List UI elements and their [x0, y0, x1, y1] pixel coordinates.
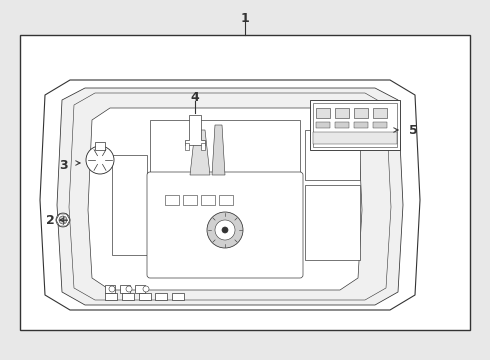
Polygon shape [40, 80, 420, 310]
Text: 1: 1 [241, 12, 249, 24]
Circle shape [86, 146, 114, 174]
Circle shape [56, 213, 70, 227]
Polygon shape [201, 143, 205, 150]
FancyBboxPatch shape [112, 155, 147, 255]
FancyBboxPatch shape [373, 108, 387, 118]
Polygon shape [190, 130, 210, 175]
Polygon shape [185, 115, 205, 145]
FancyBboxPatch shape [120, 285, 130, 293]
FancyBboxPatch shape [316, 108, 330, 118]
Circle shape [143, 286, 149, 292]
Circle shape [109, 286, 115, 292]
FancyBboxPatch shape [183, 195, 197, 205]
FancyBboxPatch shape [20, 35, 470, 330]
Polygon shape [185, 143, 189, 150]
FancyBboxPatch shape [313, 103, 397, 147]
FancyBboxPatch shape [305, 130, 360, 180]
Polygon shape [212, 125, 225, 175]
FancyBboxPatch shape [201, 195, 215, 205]
Polygon shape [88, 108, 362, 290]
Text: 4: 4 [191, 90, 199, 104]
FancyBboxPatch shape [373, 122, 387, 128]
FancyBboxPatch shape [335, 108, 349, 118]
FancyBboxPatch shape [122, 293, 134, 300]
FancyBboxPatch shape [354, 108, 368, 118]
FancyBboxPatch shape [147, 172, 303, 278]
FancyBboxPatch shape [335, 122, 349, 128]
FancyBboxPatch shape [150, 120, 300, 175]
FancyBboxPatch shape [305, 185, 360, 260]
FancyBboxPatch shape [219, 195, 233, 205]
Circle shape [215, 220, 235, 240]
FancyBboxPatch shape [310, 100, 400, 150]
FancyBboxPatch shape [95, 142, 105, 150]
FancyBboxPatch shape [139, 293, 151, 300]
Circle shape [126, 286, 132, 292]
Text: 2: 2 [46, 213, 54, 226]
Circle shape [207, 212, 243, 248]
Polygon shape [57, 88, 403, 305]
Circle shape [222, 227, 228, 233]
FancyBboxPatch shape [354, 122, 368, 128]
FancyBboxPatch shape [105, 293, 117, 300]
FancyBboxPatch shape [155, 293, 167, 300]
Circle shape [59, 216, 67, 224]
Text: 3: 3 [59, 158, 67, 171]
FancyBboxPatch shape [316, 122, 330, 128]
Text: 5: 5 [409, 123, 417, 136]
FancyBboxPatch shape [165, 195, 179, 205]
FancyBboxPatch shape [313, 132, 397, 144]
FancyBboxPatch shape [172, 293, 184, 300]
FancyBboxPatch shape [135, 285, 145, 293]
FancyBboxPatch shape [105, 285, 115, 293]
